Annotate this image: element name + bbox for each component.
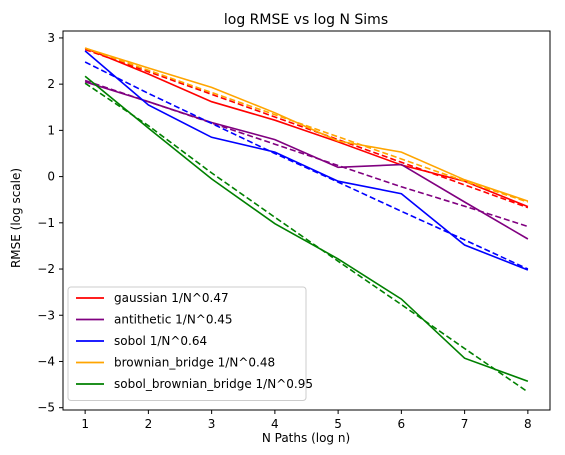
x-tick-label: 1 bbox=[81, 417, 89, 431]
series-fit-line-0 bbox=[84, 48, 529, 209]
y-tick-label: 0 bbox=[47, 170, 55, 184]
series-line-4 bbox=[84, 75, 529, 383]
x-tick-label: 2 bbox=[145, 417, 153, 431]
y-tick-label: −5 bbox=[37, 401, 55, 415]
x-axis: 1 2 3 4 5 6 7 8 bbox=[81, 410, 532, 431]
x-tick-label: 7 bbox=[461, 417, 469, 431]
series-layer bbox=[84, 47, 529, 393]
legend-frame bbox=[67, 286, 307, 401]
y-axis: −5 −4 −3 −2 −1 0 1 2 3 bbox=[37, 31, 63, 415]
series-line-3 bbox=[84, 47, 529, 202]
legend-label-1: antithetic 1/N^0.45 bbox=[114, 313, 233, 327]
x-tick-label: 3 bbox=[208, 417, 216, 431]
x-tick-label: 6 bbox=[398, 417, 406, 431]
y-tick-label: −3 bbox=[37, 308, 55, 322]
series-line-0 bbox=[84, 47, 529, 208]
x-axis-label: N Paths (log n) bbox=[262, 431, 350, 445]
series-fit-line-2 bbox=[84, 61, 529, 270]
y-tick-label: 1 bbox=[47, 123, 55, 137]
legend-label-2: sobol 1/N^0.64 bbox=[114, 334, 207, 348]
legend: gaussian 1/N^0.47 antithetic 1/N^0.45 sobo… bbox=[67, 286, 313, 401]
x-tick-label: 4 bbox=[271, 417, 279, 431]
series-line-1 bbox=[84, 81, 529, 240]
legend-label-3: brownian_bridge 1/N^0.48 bbox=[114, 356, 275, 370]
series-fit-line-4 bbox=[84, 82, 529, 393]
legend-label-4: sobol_brownian_bridge 1/N^0.95 bbox=[114, 377, 313, 391]
series-fit-line-3 bbox=[84, 47, 529, 203]
y-axis-label: RMSE (log scale) bbox=[9, 168, 23, 268]
y-tick-label: 2 bbox=[47, 77, 55, 91]
x-tick-label: 8 bbox=[524, 417, 532, 431]
y-tick-label: −2 bbox=[37, 262, 55, 276]
x-tick-label: 5 bbox=[334, 417, 342, 431]
y-tick-label: 3 bbox=[47, 31, 55, 45]
series-line-2 bbox=[84, 50, 529, 271]
y-tick-label: −1 bbox=[37, 216, 55, 230]
y-tick-label: −4 bbox=[37, 354, 55, 368]
legend-label-0: gaussian 1/N^0.47 bbox=[114, 291, 229, 305]
chart-title: log RMSE vs log N Sims bbox=[224, 12, 388, 28]
